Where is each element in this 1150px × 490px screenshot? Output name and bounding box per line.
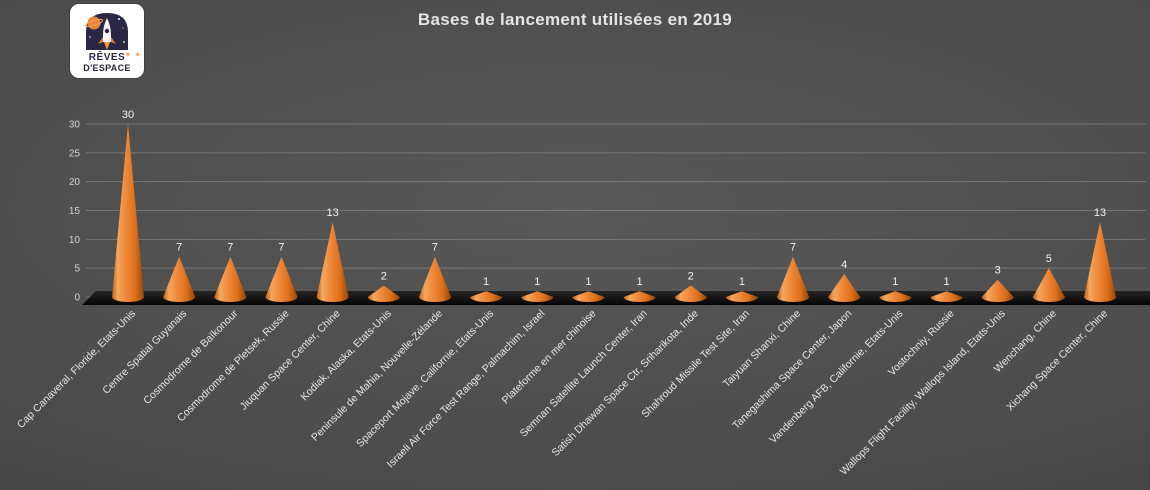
category-label: Plateforme en mer chinoise	[500, 308, 599, 407]
cone-bar	[674, 285, 707, 302]
logo-brand-line1: RÊVES	[88, 52, 126, 63]
data-label: 1	[534, 276, 540, 288]
data-label: 13	[327, 207, 339, 219]
data-label: 7	[176, 242, 182, 254]
logo-rocket-flame	[104, 42, 110, 50]
cone-bar	[1032, 268, 1065, 302]
cone-series	[112, 124, 1116, 302]
x-axis-category-labels: Cap Canaveral, Floride, Etats-UnisCentre…	[15, 307, 1110, 477]
logo-rocket-fin	[98, 37, 103, 44]
logo-rocket-window	[104, 28, 110, 34]
rocket-logo-illustration	[84, 13, 128, 50]
cone-bar	[163, 256, 196, 302]
data-label: 1	[943, 276, 949, 288]
data-label: 1	[739, 276, 745, 288]
y-tick-label: 25	[69, 148, 81, 159]
chart-floor	[82, 291, 1150, 305]
cone-bar	[418, 256, 451, 302]
y-tick-label: 15	[69, 206, 81, 217]
data-label: 3	[995, 265, 1001, 277]
cone-bar	[981, 279, 1014, 302]
y-tick-label: 0	[74, 293, 80, 304]
logo-star	[89, 36, 91, 38]
cone-bar	[521, 291, 554, 302]
cone-bar	[572, 291, 605, 302]
logo-star	[118, 18, 120, 20]
cone-bar	[112, 124, 144, 302]
category-label: Cosmodrome de Pletsek, Russie	[175, 308, 292, 425]
data-label: 1	[585, 276, 591, 288]
cone-bar	[623, 291, 656, 302]
category-label: Shahroud Missile Test Site, Iran	[639, 308, 752, 421]
data-label: 1	[637, 276, 643, 288]
cone-bar	[214, 256, 247, 302]
gridlines	[86, 123, 1146, 298]
y-tick-label: 10	[69, 235, 81, 246]
data-label: 7	[432, 242, 438, 254]
data-label: 4	[841, 259, 847, 271]
cone-bar	[316, 222, 349, 302]
logo-star	[123, 41, 125, 43]
y-tick-label: 5	[74, 264, 80, 275]
cone-bar	[470, 291, 503, 302]
data-label: 2	[381, 270, 387, 282]
cone-bar	[725, 291, 758, 302]
logo-star	[122, 27, 124, 29]
cone-bar	[879, 291, 912, 302]
cone-bar	[367, 285, 400, 302]
category-label: Xichang Space Center, Chine	[1004, 308, 1110, 414]
data-label: 30	[122, 109, 134, 121]
data-label: 2	[688, 270, 694, 282]
y-tick-label: 20	[69, 177, 81, 188]
cone-bar	[828, 273, 861, 302]
category-label: Jiuquan Space Center, Chine	[238, 308, 343, 413]
cone-bar	[265, 256, 298, 302]
logo-rocket-fin	[111, 37, 116, 44]
data-label: 7	[227, 242, 233, 254]
data-label: 13	[1094, 207, 1106, 219]
cone-bar	[1084, 222, 1116, 302]
y-axis-tick-labels: 0 5 10 15 20 25 30	[69, 120, 81, 304]
data-label: 7	[790, 242, 796, 254]
chart-title: Bases de lancement utilisées en 2019	[417, 10, 733, 29]
data-label: 5	[1046, 253, 1052, 265]
data-label: 1	[892, 276, 898, 288]
y-tick-label: 30	[69, 120, 81, 131]
logo-brand-stars: ✶ ✶	[125, 52, 142, 59]
category-label: Cosmodrome de Baïkonour	[141, 307, 241, 407]
cone-bar	[777, 256, 810, 302]
logo-brand-line2: D'ESPACE	[83, 63, 131, 73]
cone-bar	[930, 291, 963, 302]
logo-planet-ring	[84, 18, 104, 28]
data-label: 7	[278, 242, 284, 254]
reves-espace-logo: RÊVES ✶ ✶ D'ESPACE	[70, 4, 144, 78]
data-label: 1	[483, 276, 489, 288]
category-label: Centre Spatial Guyanais	[100, 308, 189, 397]
category-label: Kodiak, Alaska, Etats-Unis	[298, 308, 394, 404]
